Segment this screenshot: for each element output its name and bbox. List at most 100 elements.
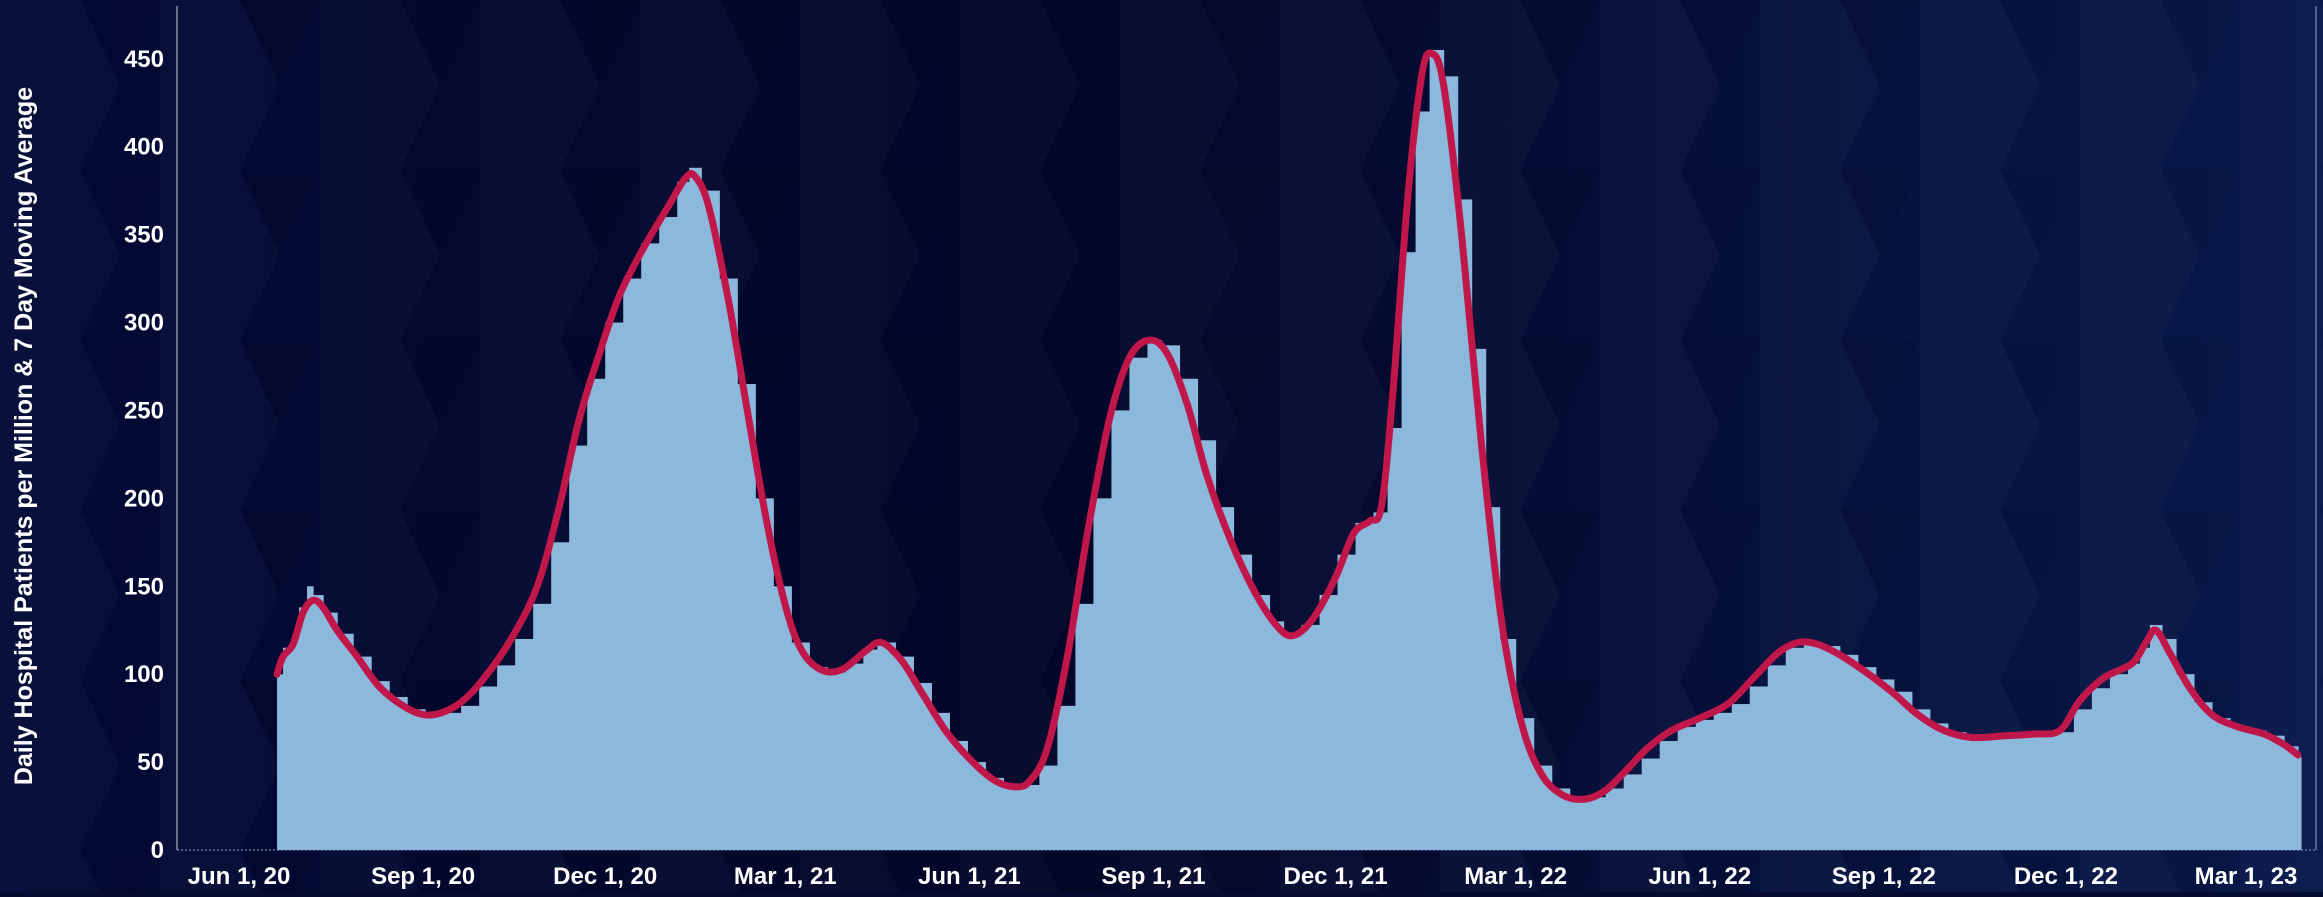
bar xyxy=(515,639,534,850)
x-tick-label: Mar 1, 22 xyxy=(1464,863,1567,890)
bar xyxy=(1429,49,1445,851)
bar xyxy=(1337,554,1357,850)
bar xyxy=(1415,111,1431,850)
bar xyxy=(299,607,308,850)
bar xyxy=(337,633,354,850)
bar xyxy=(1551,788,1571,850)
bar xyxy=(2247,730,2267,850)
bar xyxy=(1283,635,1303,850)
bar xyxy=(1147,340,1163,850)
x-tick-label: Dec 1, 21 xyxy=(1284,863,1388,890)
bar xyxy=(425,714,444,850)
bar xyxy=(1161,345,1181,850)
bar xyxy=(1129,357,1149,850)
bar xyxy=(1821,646,1841,850)
y-tick-label: 50 xyxy=(137,749,164,776)
bar xyxy=(2229,726,2249,850)
x-tick-label: Jun 1, 20 xyxy=(188,863,291,890)
bar xyxy=(2001,735,2021,850)
x-tick-label: Jun 1, 21 xyxy=(918,863,1021,890)
moving-average-line xyxy=(273,49,2302,803)
bar xyxy=(1269,621,1285,850)
bar xyxy=(1659,740,1679,850)
bar xyxy=(1731,704,1751,850)
bar xyxy=(1965,737,1985,850)
bar xyxy=(1301,624,1321,850)
bar xyxy=(2139,647,2151,850)
bar xyxy=(1387,428,1403,850)
x-tick-label: Sep 1, 21 xyxy=(1101,863,1205,890)
y-tick-label: 450 xyxy=(124,46,164,73)
bar xyxy=(307,586,314,850)
bar xyxy=(497,665,516,850)
bar xyxy=(2091,688,2111,850)
bar xyxy=(1983,737,2003,850)
bar xyxy=(443,712,462,850)
bar xyxy=(2161,639,2177,850)
bar xyxy=(1075,603,1095,850)
bar xyxy=(2037,733,2057,850)
y-tick-label: 100 xyxy=(124,661,164,688)
bar xyxy=(641,243,660,850)
bar xyxy=(1947,732,1967,850)
bar xyxy=(827,672,846,850)
bar xyxy=(2265,735,2285,850)
x-tick-label: Jun 1, 22 xyxy=(1648,863,1751,890)
x-tick-label: Dec 1, 20 xyxy=(553,863,657,890)
bar xyxy=(677,181,690,851)
bar xyxy=(1785,647,1805,850)
bar xyxy=(1233,554,1253,850)
bar xyxy=(1039,765,1059,850)
bar xyxy=(791,642,810,850)
bar xyxy=(895,656,914,850)
line-series xyxy=(273,49,2302,803)
bar xyxy=(551,542,570,850)
bar xyxy=(1641,758,1661,850)
bar xyxy=(2211,718,2231,850)
bar xyxy=(2019,733,2039,850)
bar xyxy=(2055,732,2075,850)
bar xyxy=(1695,719,1715,850)
bar xyxy=(389,697,408,850)
bar xyxy=(701,190,720,850)
bar xyxy=(1021,784,1041,850)
bar xyxy=(877,642,896,850)
bar xyxy=(1569,797,1589,850)
bar xyxy=(913,682,932,850)
bar xyxy=(1677,726,1697,850)
bar xyxy=(371,681,390,850)
bar xyxy=(1057,705,1077,850)
bar xyxy=(845,663,864,850)
bar xyxy=(313,595,324,850)
y-tick-label: 0 xyxy=(151,837,164,864)
bar xyxy=(1623,774,1643,850)
bar xyxy=(1355,522,1375,850)
bar xyxy=(461,705,480,850)
bar xyxy=(719,278,738,851)
y-tick-label: 200 xyxy=(124,485,164,512)
bar xyxy=(1179,378,1199,850)
bar xyxy=(479,686,498,850)
bar xyxy=(2127,663,2141,850)
bar xyxy=(533,603,552,850)
x-tick-label: Dec 1, 22 xyxy=(2014,863,2118,890)
bar xyxy=(407,709,426,850)
y-axis-label: Daily Hospital Patients per Million & 7 … xyxy=(10,87,38,785)
bar xyxy=(1875,679,1895,850)
bar xyxy=(2175,674,2195,850)
bar xyxy=(2073,709,2093,850)
bar xyxy=(1713,712,1733,850)
bar xyxy=(623,278,642,851)
bar xyxy=(1893,691,1913,850)
bar xyxy=(1767,665,1787,850)
bar xyxy=(1111,410,1131,850)
bar xyxy=(863,649,878,850)
x-tick-label: Mar 1, 23 xyxy=(2195,863,2298,890)
bar xyxy=(1251,595,1271,850)
bar xyxy=(1605,788,1625,850)
bar xyxy=(2297,756,2302,850)
bar-series xyxy=(277,49,2302,851)
bar xyxy=(809,667,828,850)
